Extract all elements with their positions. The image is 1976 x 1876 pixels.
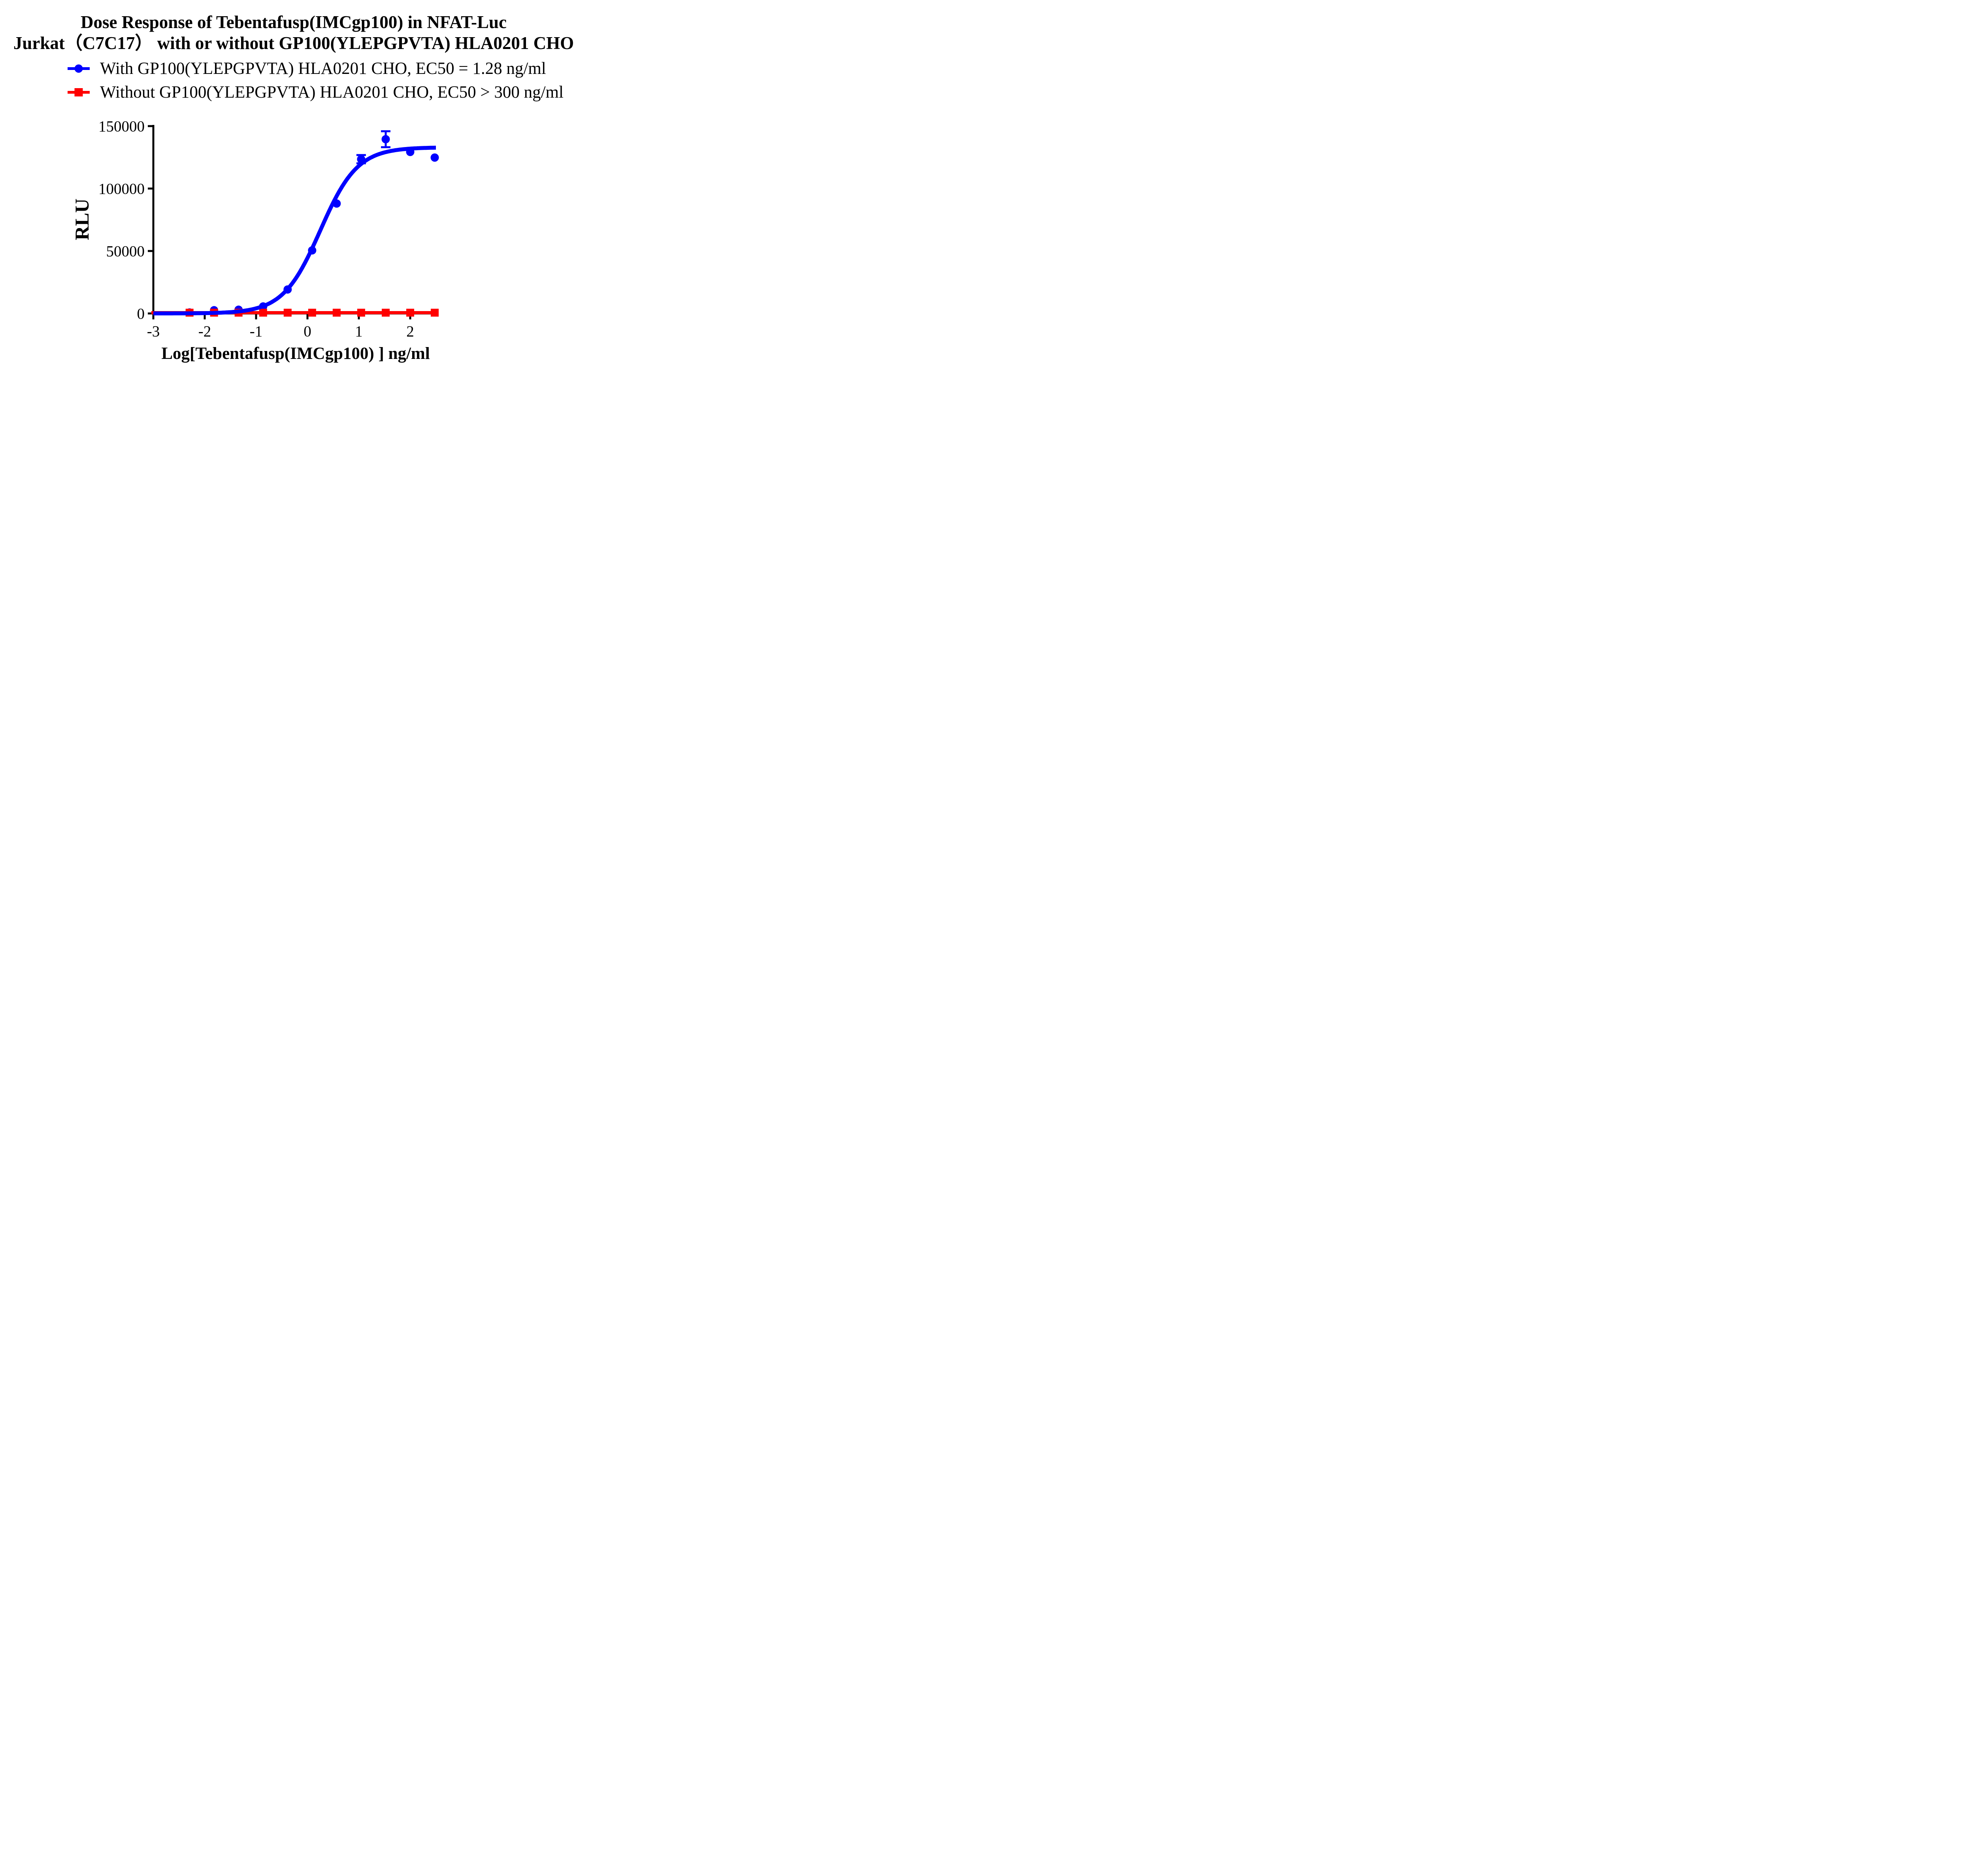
legend-label-without-gp100: Without GP100(YLEPGPVTA) HLA0201 CHO, EC…: [100, 83, 564, 102]
red-data-point: [406, 309, 414, 317]
blue-data-point: [430, 153, 439, 162]
x-tick-label: 2: [406, 323, 414, 340]
red-data-point: [259, 309, 267, 317]
chart-title: Dose Response of Tebentafusp(IMCgp100) i…: [0, 12, 587, 54]
blue-fit-curve: [153, 145, 436, 315]
x-tick-label: -3: [147, 323, 160, 340]
chart-title-line1: Dose Response of Tebentafusp(IMCgp100) i…: [80, 12, 507, 32]
x-tick-label: -1: [250, 323, 263, 340]
legend-square-marker-icon: [68, 88, 90, 96]
dose-response-figure: Dose Response of Tebentafusp(IMCgp100) i…: [0, 0, 587, 376]
legend-label-with-gp100: With GP100(YLEPGPVTA) HLA0201 CHO, EC50 …: [100, 59, 546, 78]
red-data-point: [332, 309, 341, 317]
y-tick-label: 100000: [98, 181, 145, 198]
red-data-point: [283, 309, 292, 317]
blue-data-point: [308, 246, 317, 255]
x-axis-title: Log[Tebentafusp(IMCgp100) ] ng/ml: [161, 344, 430, 363]
blue-data-point: [381, 135, 390, 143]
chart-title-line2: Jurkat（C7C17） with or without GP100(YLEP…: [13, 33, 574, 53]
red-data-point: [308, 309, 316, 317]
blue-data-point: [406, 147, 415, 156]
legend-item-without-gp100: Without GP100(YLEPGPVTA) HLA0201 CHO, EC…: [66, 83, 564, 102]
x-tick-label: 1: [355, 323, 363, 340]
x-tick-label: -2: [198, 323, 211, 340]
blue-data-point: [357, 155, 366, 164]
legend-circle-marker-icon: [68, 64, 90, 73]
legend: With GP100(YLEPGPVTA) HLA0201 CHO, EC50 …: [66, 59, 564, 102]
red-data-point: [381, 309, 390, 317]
blue-data-point: [332, 199, 341, 208]
blue-data-point: [283, 285, 292, 294]
red-data-point: [431, 309, 439, 317]
y-tick-label: 150000: [98, 118, 145, 135]
x-tick-label: 0: [304, 323, 311, 340]
plot-area: 0 50000 100000 150000 -3 -2 -1 0 1 2: [98, 118, 439, 340]
y-tick-label: 0: [137, 306, 145, 323]
y-tick-label: 50000: [106, 243, 145, 260]
legend-item-with-gp100: With GP100(YLEPGPVTA) HLA0201 CHO, EC50 …: [66, 59, 564, 78]
red-data-point: [357, 309, 365, 317]
